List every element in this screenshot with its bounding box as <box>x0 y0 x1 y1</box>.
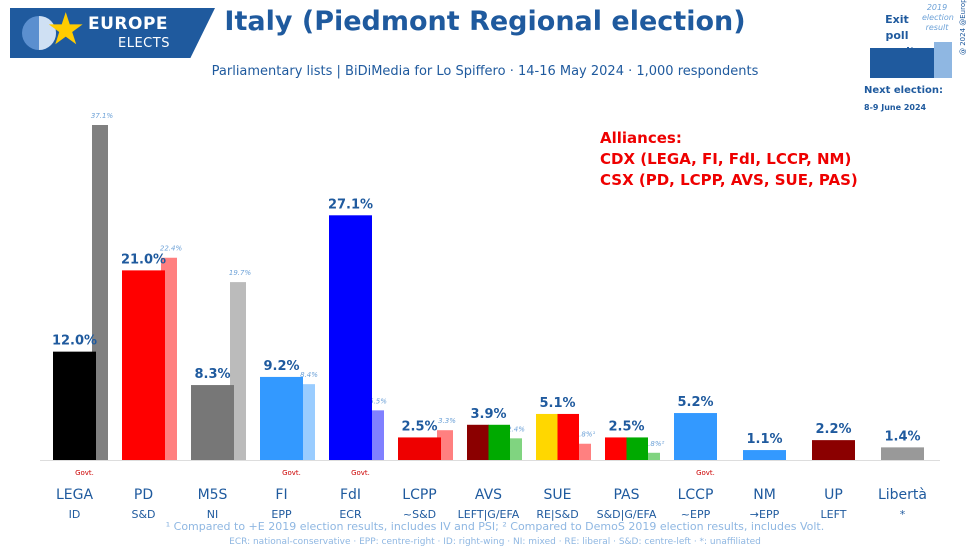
party-label-sue: SUE <box>544 487 572 503</box>
group-label-avs: LEFT|G/EFA <box>458 508 520 521</box>
alliances-box: Alliances: CDX (LEGA, FI, FdI, LCCP, NM)… <box>600 128 858 191</box>
govt-label-fi: Govt. <box>282 469 301 477</box>
alliances-heading: Alliances: <box>600 129 682 147</box>
group-label-lega: ID <box>69 508 81 521</box>
legend-exit-poll-swatch <box>870 48 934 78</box>
footnote-comparisons: ¹ Compared to +E 2019 election results, … <box>165 520 825 533</box>
party-label-m5s: M5S <box>198 487 228 503</box>
value-label-lcpp: 2.5% <box>401 419 437 434</box>
prev-label-fdi: 5.5% <box>369 397 387 405</box>
chart-title: Italy (Piedmont Regional election) <box>224 6 746 37</box>
next-election-label: Next election: <box>864 85 943 96</box>
prev-label-lcpp: 3.3% <box>438 417 456 425</box>
next-election-date: 8-9 June 2024 <box>864 103 927 112</box>
party-label-fdi: FdI <box>340 487 361 503</box>
bar-fdi <box>329 215 372 460</box>
bar-fi <box>260 376 303 460</box>
party-label-up: UP <box>824 487 843 503</box>
alliance-cdx: CDX (LEGA, FI, FdI, LCCP, NM) <box>600 150 852 168</box>
bar-up <box>812 440 855 460</box>
prev-label-pas: 0.8%² <box>644 440 665 448</box>
party-label-avs: AVS <box>475 487 502 503</box>
chart-subtitle: Parliamentary lists | BiDiMedia for Lo S… <box>211 64 759 79</box>
logo-text-europe: EUROPE <box>88 14 169 34</box>
party-label-lccp: LCCP <box>678 487 714 503</box>
party-label-pd: PD <box>134 487 153 503</box>
value-label-fi: 9.2% <box>263 359 299 374</box>
prev-label-fi: 8.4% <box>300 371 318 379</box>
bar-lccp <box>674 413 717 460</box>
value-label-avs: 3.9% <box>470 407 506 422</box>
europe-elects-logo: ★ EUROPE ELECTS <box>10 8 215 58</box>
group-label-pas: S&D|G/EFA <box>597 508 657 521</box>
legend-previous-label: 2019 election result <box>922 3 954 32</box>
bar-pas-seg1 <box>605 437 627 460</box>
value-label-sue: 5.1% <box>539 396 575 411</box>
logo-text-elects: ELECTS <box>118 36 170 51</box>
party-label-libert: Libertà <box>878 487 927 503</box>
party-label-lega: LEGA <box>56 487 93 503</box>
prev-label-m5s: 19.7% <box>229 269 252 277</box>
group-label-sue: RE|S&D <box>536 508 578 521</box>
value-label-fdi: 27.1% <box>328 197 373 212</box>
group-label-nm: →EPP <box>750 508 780 521</box>
prev-label-pd: 22.4% <box>160 245 183 253</box>
logo-globe-icon <box>22 16 56 50</box>
group-label-libert: * <box>900 508 906 521</box>
prev-label-lega: 37.1% <box>91 112 114 120</box>
bar-lega <box>53 351 96 460</box>
bar-lcpp <box>398 437 441 460</box>
legend-previous-swatch <box>934 42 952 78</box>
value-label-up: 2.2% <box>815 422 851 437</box>
group-label-lccp: ~EPP <box>681 508 711 521</box>
legend: Exit poll result 2019 election result Ne… <box>860 0 972 120</box>
group-label-fdi: ECR <box>339 508 362 521</box>
value-label-m5s: 8.3% <box>194 367 230 382</box>
value-label-nm: 1.1% <box>746 432 782 447</box>
bar-libert <box>881 447 924 460</box>
alliance-csx: CSX (PD, LCPP, AVS, SUE, PAS) <box>600 171 858 189</box>
party-label-nm: NM <box>753 487 776 503</box>
bar-sue-seg2 <box>557 413 579 460</box>
group-label-fi: EPP <box>271 508 292 521</box>
prev-label-avs: 2.4% <box>507 425 525 433</box>
bar-pas-seg2 <box>626 437 648 460</box>
party-label-pas: PAS <box>613 487 639 503</box>
bar-avs-seg1 <box>467 424 489 460</box>
govt-label-lega: Govt. <box>75 469 94 477</box>
govt-label-fdi: Govt. <box>351 469 370 477</box>
footnote-group-legend: ECR: national-conservative · EPP: centre… <box>229 537 761 547</box>
bar-m5s <box>191 385 234 460</box>
value-label-pas: 2.5% <box>608 419 644 434</box>
party-label-lcpp: LCPP <box>402 487 436 503</box>
govt-label-lccp: Govt. <box>696 469 715 477</box>
value-label-pd: 21.0% <box>121 252 166 267</box>
bar-nm <box>743 450 786 460</box>
bar-pd <box>122 270 165 460</box>
value-label-libert: 1.4% <box>884 429 920 444</box>
prev-label-sue: 1.8%¹ <box>575 431 596 439</box>
group-label-up: LEFT <box>821 508 847 521</box>
group-label-pd: S&D <box>131 508 155 521</box>
group-label-lcpp: ~S&D <box>403 508 436 521</box>
group-label-m5s: NI <box>207 508 218 521</box>
value-label-lccp: 5.2% <box>677 395 713 410</box>
bar-avs-seg2 <box>488 424 510 460</box>
value-label-lega: 12.0% <box>52 334 97 349</box>
party-label-fi: FI <box>275 487 287 503</box>
logo-star-icon: ★ <box>46 4 86 55</box>
bar-prev-pas <box>644 452 660 460</box>
bar-sue-seg1 <box>536 413 558 460</box>
